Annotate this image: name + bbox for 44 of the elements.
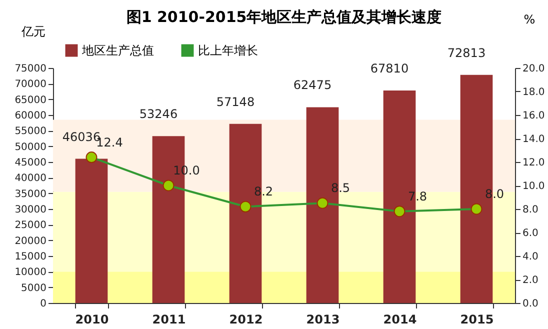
y-tick-label: 25000 [14, 220, 46, 232]
data-label: 57148 [216, 94, 255, 109]
y-tick-label: 20000 [14, 236, 46, 247]
x-tick-label: 2011 [152, 312, 186, 326]
y2-axis-title: % [524, 12, 536, 26]
y2-tick-label: 20.0 [522, 64, 545, 74]
x-tick-label: 2013 [306, 312, 340, 326]
y-tick-label: 50000 [14, 142, 46, 153]
y2-tick-label: 10.0 [522, 181, 545, 192]
y2-tick-label: 12.0 [522, 158, 545, 168]
x-tick-label: 2010 [75, 312, 109, 326]
legend-label: 地区生产总值 [81, 44, 154, 58]
bar [75, 158, 108, 303]
y2-tick-label: 16.0 [522, 110, 545, 122]
y-tick-label: 5000 [21, 282, 46, 294]
data-label: 62475 [293, 78, 332, 92]
chart-title: 图1 2010-2015年地区生产总值及其增长速度 [126, 8, 442, 26]
y-tick-label: 0 [40, 298, 46, 310]
y2-tick-label: 4.0 [522, 252, 538, 262]
y-tick-label: 70000 [14, 79, 46, 90]
y-tick-label: 15000 [14, 252, 46, 262]
y2-tick-label: 18.0 [522, 87, 545, 98]
y2-tick-label: 2.0 [522, 275, 538, 286]
y-tick-label: 75000 [14, 64, 46, 74]
data-label: 53246 [139, 107, 178, 122]
x-tick-label: 2015 [460, 312, 494, 326]
data-label: 72813 [447, 46, 486, 60]
y-tick-label: 45000 [14, 158, 46, 168]
y-tick-label: 40000 [14, 173, 46, 184]
y-tick-label: 60000 [14, 110, 46, 122]
y-tick-label: 65000 [14, 94, 46, 106]
y2-tick-label: 8.0 [522, 204, 538, 216]
y-tick-label: 55000 [14, 126, 46, 138]
y-tick-label: 35000 [14, 188, 46, 200]
y-axis-title: 亿元 [20, 24, 46, 38]
data-label: 67810 [370, 62, 409, 76]
x-tick-label: 2014 [383, 312, 417, 326]
y2-tick-label: 0.0 [522, 298, 538, 310]
legend-label: 比上年增长 [198, 44, 258, 58]
y2-tick-label: 14.0 [522, 134, 545, 145]
y2-tick-label: 6.0 [522, 228, 538, 239]
x-tick-label: 2012 [229, 312, 263, 326]
y-tick-label: 30000 [14, 204, 46, 216]
y-tick-label: 10000 [14, 267, 46, 278]
